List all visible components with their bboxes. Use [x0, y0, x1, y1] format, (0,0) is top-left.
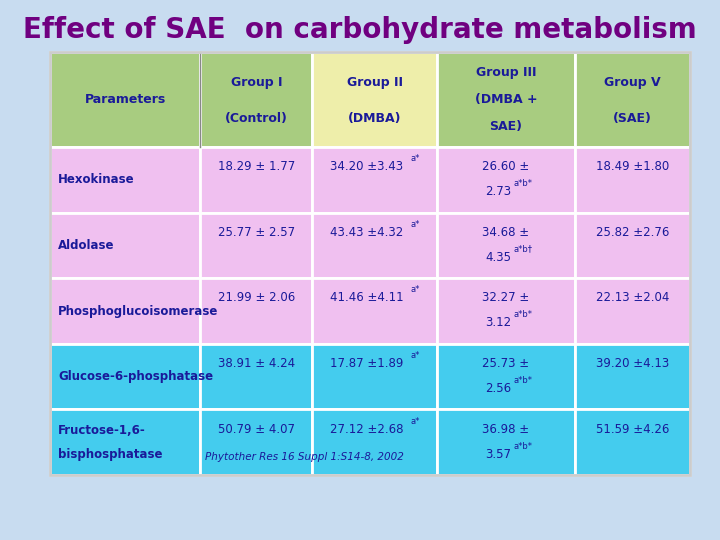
Text: a*: a* [411, 285, 420, 294]
Bar [50, 52, 690, 475]
Text: Hexokinase: Hexokinase [58, 173, 135, 186]
Bar [200, 409, 312, 475]
Text: a*: a* [411, 351, 420, 360]
Text: Effect of SAE  on carbohydrate metabolism: Effect of SAE on carbohydrate metabolism [23, 16, 697, 44]
Bar [312, 52, 437, 147]
Text: 50.79 ± 4.07: 50.79 ± 4.07 [218, 423, 295, 436]
Bar [312, 409, 437, 475]
Text: 25.82 ±2.76: 25.82 ±2.76 [595, 226, 669, 239]
Text: 21.99 ± 2.06: 21.99 ± 2.06 [217, 292, 295, 305]
Text: 25.73 ±: 25.73 ± [482, 357, 530, 370]
Bar [575, 278, 690, 344]
Text: 43.43 ±4.32: 43.43 ±4.32 [330, 226, 403, 239]
Text: a*b*: a*b* [514, 179, 533, 188]
Text: a*b*: a*b* [514, 310, 533, 319]
Bar [200, 344, 312, 409]
Bar [312, 147, 437, 213]
Bar [50, 213, 200, 278]
Bar [575, 213, 690, 278]
Text: a*b*: a*b* [514, 376, 533, 385]
Text: Fructose-1,6-: Fructose-1,6- [58, 424, 145, 437]
Text: a*: a* [411, 416, 420, 426]
Text: SAE): SAE) [490, 119, 523, 133]
Text: 3.12: 3.12 [485, 316, 511, 329]
Text: 27.12 ±2.68: 27.12 ±2.68 [330, 423, 403, 436]
Bar [312, 278, 437, 344]
Text: Group III: Group III [476, 66, 536, 79]
Bar [50, 147, 200, 213]
Text: 32.27 ±: 32.27 ± [482, 292, 530, 305]
Text: 18.29 ± 1.77: 18.29 ± 1.77 [217, 160, 295, 173]
Text: Aldolase: Aldolase [58, 239, 114, 252]
Bar [437, 344, 575, 409]
Text: a*: a* [411, 154, 420, 163]
Text: Group II: Group II [347, 76, 402, 89]
Bar [200, 213, 312, 278]
Bar [200, 52, 312, 147]
Text: 39.20 ±4.13: 39.20 ±4.13 [595, 357, 669, 370]
Text: 34.68 ±: 34.68 ± [482, 226, 530, 239]
Bar [437, 147, 575, 213]
Bar [437, 213, 575, 278]
Text: 2.73: 2.73 [485, 185, 511, 198]
Text: (SAE): (SAE) [613, 112, 652, 125]
Text: (DMBA): (DMBA) [348, 112, 402, 125]
Bar [50, 409, 200, 475]
Bar [437, 409, 575, 475]
Bar [312, 213, 437, 278]
Text: 38.91 ± 4.24: 38.91 ± 4.24 [218, 357, 295, 370]
Text: Phytother Res 16 Suppl 1:S14-8, 2002: Phytother Res 16 Suppl 1:S14-8, 2002 [205, 452, 404, 462]
Bar [200, 278, 312, 344]
Text: 36.98 ±: 36.98 ± [482, 423, 530, 436]
Bar [50, 52, 200, 147]
Bar [575, 344, 690, 409]
Bar [437, 278, 575, 344]
Bar [575, 409, 690, 475]
Bar [200, 147, 312, 213]
Bar [50, 344, 200, 409]
Text: Group I: Group I [230, 76, 282, 89]
Text: 41.46 ±4.11: 41.46 ±4.11 [330, 292, 404, 305]
Text: 3.57: 3.57 [485, 448, 511, 461]
Bar [437, 52, 575, 147]
Text: 22.13 ±2.04: 22.13 ±2.04 [595, 292, 669, 305]
Text: a*: a* [411, 220, 420, 229]
Text: a*b*: a*b* [514, 442, 533, 450]
Text: Glucose-6-phosphatase: Glucose-6-phosphatase [58, 370, 213, 383]
Text: 34.20 ±3.43: 34.20 ±3.43 [330, 160, 403, 173]
Text: 17.87 ±1.89: 17.87 ±1.89 [330, 357, 403, 370]
Text: Phosphoglucoisomerase: Phosphoglucoisomerase [58, 305, 218, 318]
Text: bisphosphatase: bisphosphatase [58, 448, 163, 461]
Text: 25.77 ± 2.57: 25.77 ± 2.57 [218, 226, 295, 239]
Bar [575, 147, 690, 213]
Text: (DMBA +: (DMBA + [474, 93, 537, 106]
Text: Parameters: Parameters [84, 93, 166, 106]
Text: a*b†: a*b† [514, 245, 533, 254]
Bar [575, 52, 690, 147]
Bar [50, 278, 200, 344]
Text: 2.56: 2.56 [485, 382, 511, 395]
Text: 18.49 ±1.80: 18.49 ±1.80 [595, 160, 669, 173]
Text: 4.35: 4.35 [485, 251, 511, 264]
Text: 26.60 ±: 26.60 ± [482, 160, 530, 173]
Bar [312, 344, 437, 409]
Text: (Control): (Control) [225, 112, 288, 125]
Text: 51.59 ±4.26: 51.59 ±4.26 [595, 423, 669, 436]
Text: Group V: Group V [604, 76, 661, 89]
